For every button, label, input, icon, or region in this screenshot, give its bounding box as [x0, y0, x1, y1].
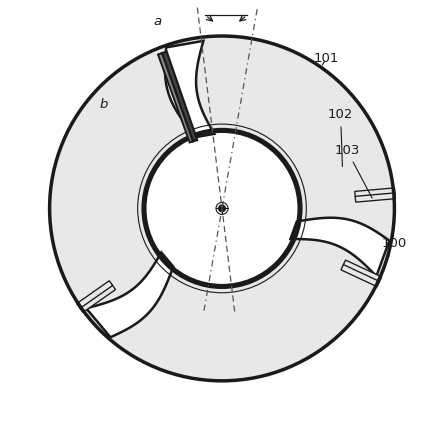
Text: 100: 100: [373, 237, 407, 292]
Polygon shape: [341, 264, 380, 287]
Polygon shape: [355, 193, 396, 202]
Text: 103: 103: [334, 144, 372, 198]
Polygon shape: [79, 285, 115, 312]
Polygon shape: [165, 41, 214, 137]
Circle shape: [50, 36, 394, 381]
Text: 101: 101: [313, 52, 339, 65]
Polygon shape: [343, 260, 382, 282]
Text: b: b: [99, 98, 108, 111]
Polygon shape: [158, 53, 193, 142]
Polygon shape: [290, 218, 389, 276]
Polygon shape: [86, 253, 173, 337]
Text: 102: 102: [328, 109, 353, 166]
Polygon shape: [162, 52, 197, 141]
Text: a: a: [154, 15, 162, 28]
Circle shape: [219, 205, 225, 212]
Polygon shape: [355, 188, 395, 197]
Polygon shape: [77, 281, 113, 308]
Circle shape: [145, 132, 299, 285]
